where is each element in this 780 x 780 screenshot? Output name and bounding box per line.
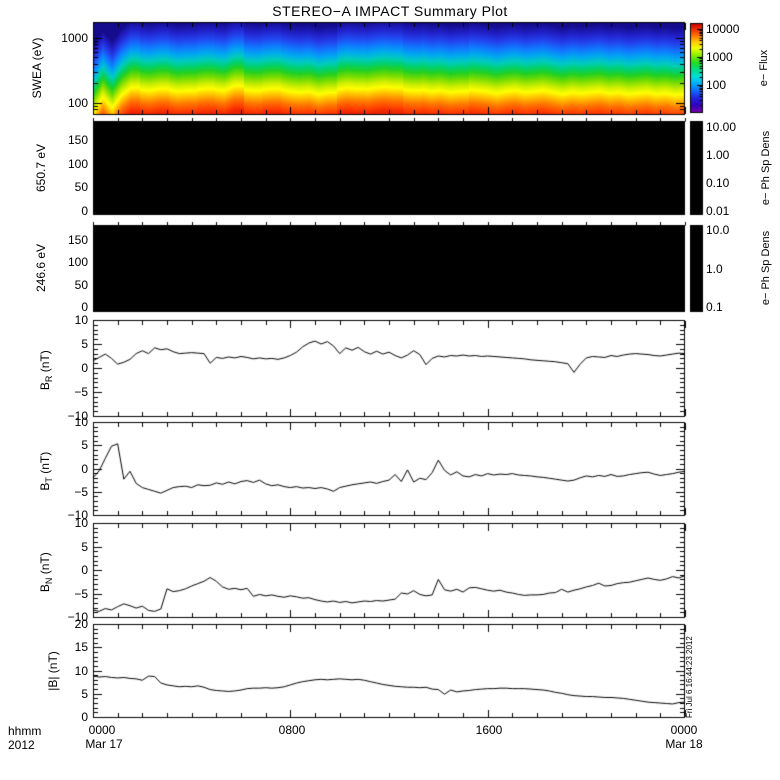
y-tick-label-b-t: 0: [81, 462, 88, 476]
x-axis-end-date: Mar 18: [665, 737, 703, 751]
y-tick-label-b-mag: 15: [74, 640, 88, 654]
x-axis-unit-label: hhmm: [8, 724, 42, 738]
y-tick-label-pad-650ev: 0: [81, 204, 88, 218]
y-tick-label-b-t: 5: [81, 438, 88, 452]
colorbar-tick-label-swea-spectrogram: 10000: [706, 22, 740, 36]
y-tick-label-pad-246ev: 50: [74, 278, 88, 292]
y-tick-label-pad-246ev: 0: [81, 300, 88, 314]
x-tick-label-0800: 0800: [278, 723, 306, 737]
y-tick-label-pad-246ev: 150: [67, 233, 88, 247]
y-tick-label-b-mag: 10: [74, 664, 88, 678]
colorbar-tick-label-pad-246ev: 0.1: [706, 300, 723, 314]
y-tick-label-b-n: 5: [81, 540, 88, 554]
y-tick-label-b-n: 0: [81, 563, 88, 577]
y-tick-label-b-n: −5: [74, 587, 88, 601]
y-tick-label-b-t: 10: [74, 415, 88, 429]
colorbar-tick-label-pad-246ev: 1.0: [706, 262, 723, 276]
y-tick-label-pad-246ev: 100: [67, 255, 88, 269]
y-tick-label-pad-650ev: 100: [67, 157, 88, 171]
y-tick-label-b-r: −10: [67, 409, 88, 423]
creation-timestamp: Fri Jul 6 16:44:23 2012: [685, 636, 694, 718]
colorbar-tick-label-pad-246ev: 10.0: [706, 223, 730, 237]
y-tick-label-swea: 100: [67, 96, 88, 110]
x-tick-label-0000a: 0000: [88, 723, 116, 737]
colorbar-tick-label-pad-650ev: 1.00: [706, 148, 730, 162]
plot-title: STEREO−A IMPACT Summary Plot: [272, 3, 508, 19]
br-subscript: R: [44, 375, 55, 383]
y-tick-label-b-t: −10: [67, 508, 88, 522]
y-tick-label-b-n: 10: [74, 516, 88, 530]
colorbar-tick-label-pad-650ev: 10.00: [706, 120, 737, 134]
y-tick-label-b-r: 5: [81, 337, 88, 351]
colorbar-tick-label-swea-spectrogram: 1000: [706, 50, 733, 64]
y-tick-label-b-r: 0: [81, 361, 88, 375]
y-tick-label-b-r: −5: [74, 385, 88, 399]
y-tick-label-pad-650ev: 150: [67, 133, 88, 147]
y-tick-label-b-mag: 5: [81, 687, 88, 701]
y-tick-label-b-r: 10: [74, 313, 88, 327]
colorbar-tick-label-pad-650ev: 0.01: [706, 204, 730, 218]
y-tick-label-b-mag: 0: [81, 710, 88, 724]
x-tick-label-1600: 1600: [475, 723, 503, 737]
x-axis-year-label: 2012: [8, 738, 35, 752]
colorbar-tick-label-swea-spectrogram: 100: [706, 78, 727, 92]
bn-subscript: N: [44, 577, 55, 585]
x-tick-label-0000b: 0000: [670, 723, 698, 737]
x-axis-start-date: Mar 17: [85, 737, 123, 751]
y-tick-label-swea: 1000: [61, 31, 88, 45]
y-tick-label-b-mag: 20: [74, 617, 88, 631]
y-tick-label-b-n: −10: [67, 610, 88, 624]
colorbar-tick-label-pad-650ev: 0.10: [706, 176, 730, 190]
y-tick-label-pad-650ev: 50: [74, 180, 88, 194]
bt-subscript: T: [44, 477, 55, 483]
y-tick-label-b-t: −5: [74, 485, 88, 499]
